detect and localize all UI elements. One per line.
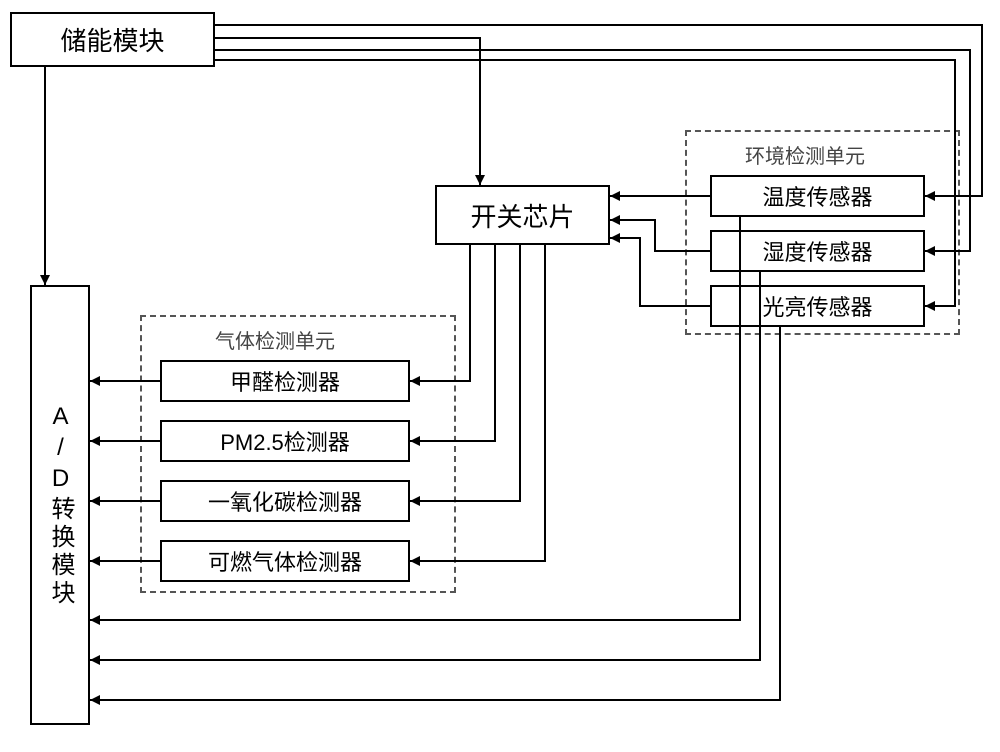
arrows-layer bbox=[0, 0, 1000, 752]
diagram-canvas: 环境检测单元 气体检测单元 储能模块 开关芯片 A/D转换模块 温度传感器 湿度… bbox=[0, 0, 1000, 752]
